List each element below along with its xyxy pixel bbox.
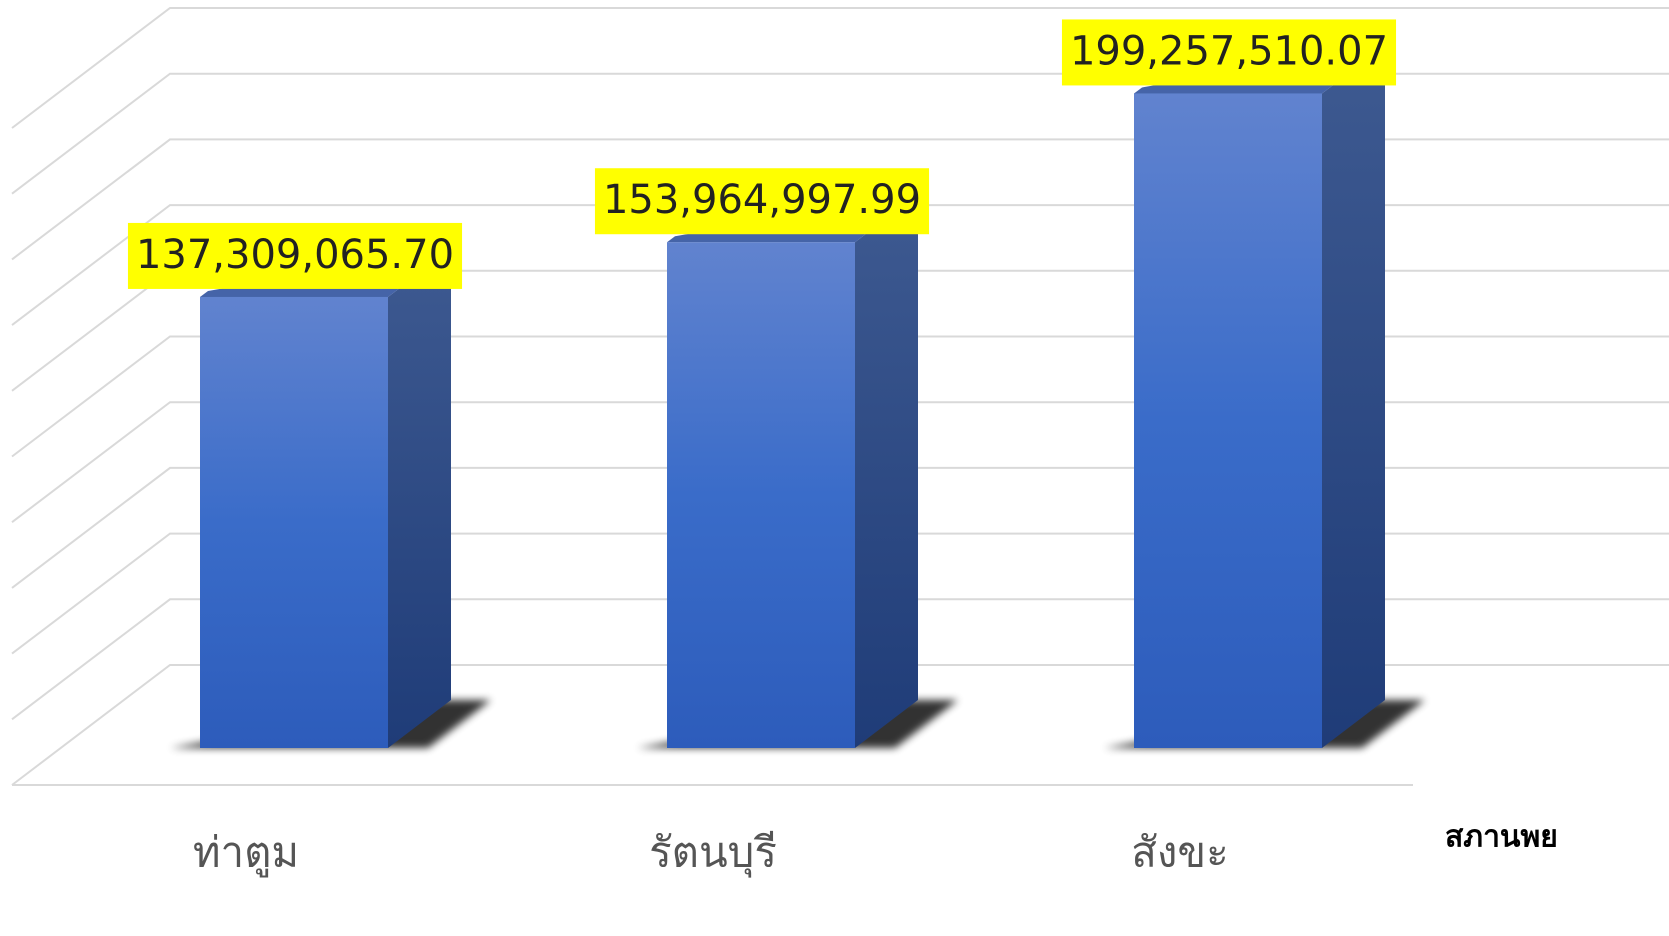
x-tick-label: รัตนบุรี — [649, 828, 777, 879]
value-label: 153,964,997.99 — [603, 177, 921, 223]
bar-side — [388, 248, 451, 749]
bar-side — [1322, 45, 1385, 748]
x-tick-label: ท่าตูม — [193, 828, 299, 878]
value-label: 137,309,065.70 — [136, 232, 454, 278]
bar — [1134, 93, 1322, 748]
value-label: 199,257,510.07 — [1070, 28, 1388, 74]
annotation: สภานพย — [1445, 820, 1558, 855]
value-label-box — [127, 222, 463, 289]
x-tick-label: สังขะ — [1131, 828, 1228, 877]
value-label-box — [594, 168, 930, 235]
grid-line — [11, 7, 1669, 129]
bar-side — [855, 194, 918, 748]
bar — [667, 242, 855, 748]
bar — [200, 296, 388, 748]
value-label-box — [1061, 19, 1397, 86]
